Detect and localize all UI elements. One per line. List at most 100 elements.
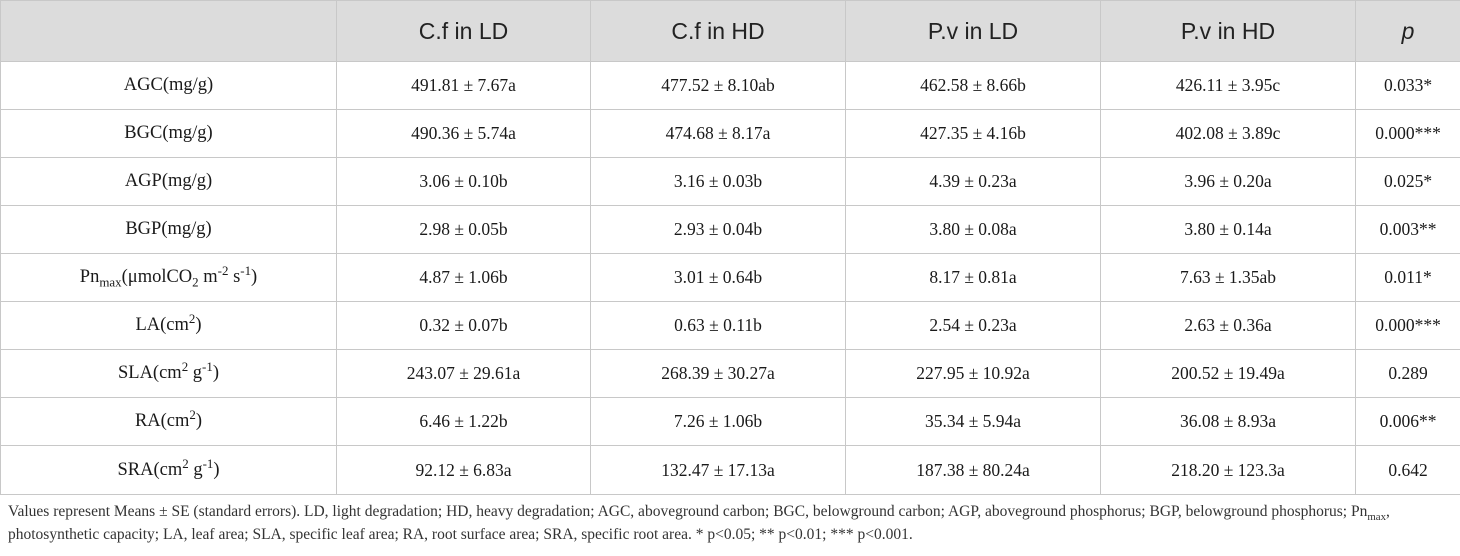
cell-pv-ld: 187.38 ± 80.24a (845, 445, 1101, 495)
header-cf-hd: C.f in HD (590, 0, 846, 62)
row-label-sup2: -1 (202, 455, 214, 471)
cell-cf-hd: 2.93 ± 0.04b (590, 205, 846, 254)
row-label-base: RA(cm (134, 411, 190, 431)
cell-pv-ld: 427.35 ± 4.16b (845, 109, 1101, 158)
cell-cf-ld: 3.06 ± 0.10b (336, 157, 591, 206)
row-label-sup1: 2 (188, 310, 196, 326)
row-label-sup2: -1 (240, 262, 252, 278)
cell-pv-hd: 426.11 ± 3.95c (1100, 61, 1356, 110)
row-label: AGP(mg/g) (0, 157, 337, 206)
cell-cf-hd: 0.63 ± 0.11b (590, 301, 846, 350)
row-label-end: ) (195, 411, 203, 431)
row-label-sub: max (99, 274, 122, 290)
cell-cf-ld: 0.32 ± 0.07b (336, 301, 591, 350)
cell-p-value: 0.000*** (1355, 109, 1460, 158)
row-label-sup2: -1 (202, 358, 213, 374)
cell-p-value: 0.000*** (1355, 301, 1460, 350)
row-label-mid2: g (188, 363, 203, 383)
row-label: BGP(mg/g) (0, 205, 337, 254)
header-p: p (1355, 0, 1460, 62)
row-label-mid1b: m (198, 267, 218, 287)
header-cf-ld: C.f in LD (336, 0, 591, 62)
footnote-text-1: Values represent Means ± SE (standard er… (8, 503, 1368, 520)
cell-pv-hd: 218.20 ± 123.3a (1100, 445, 1356, 495)
row-label-mid: (μmolCO (121, 267, 193, 287)
cell-p-value: 0.011* (1355, 253, 1460, 302)
cell-cf-ld: 92.12 ± 6.83a (336, 445, 591, 495)
row-label-sup1: 2 (182, 455, 189, 471)
row-label-end: ) (251, 267, 258, 287)
footnote-sub: max (1367, 511, 1387, 524)
row-label-sup1: -2 (217, 262, 229, 278)
row-label: LA(cm2) (0, 301, 337, 350)
cell-pv-hd: 7.63 ± 1.35ab (1100, 253, 1356, 302)
header-pv-ld: P.v in LD (845, 0, 1101, 62)
row-label-base: SRA(cm (117, 459, 183, 480)
cell-pv-hd: 3.80 ± 0.14a (1100, 205, 1356, 254)
cell-cf-hd: 474.68 ± 8.17a (590, 109, 846, 158)
cell-pv-ld: 8.17 ± 0.81a (845, 253, 1101, 302)
table-row: AGC(mg/g) 491.81 ± 7.67a 477.52 ± 8.10ab 46… (0, 61, 1460, 110)
cell-pv-ld: 35.34 ± 5.94a (845, 397, 1101, 446)
cell-p-value: 0.642 (1355, 445, 1460, 495)
row-label: Pnmax(μmolCO2 m-2 s-1) (0, 253, 337, 302)
cell-cf-hd: 268.39 ± 30.27a (590, 349, 846, 398)
row-label-base: BGC(mg/g) (124, 123, 213, 143)
row-label-base: LA(cm (135, 315, 189, 335)
cell-pv-hd: 200.52 ± 19.49a (1100, 349, 1356, 398)
row-label-sup1: 2 (181, 358, 189, 374)
table-row: BGP(mg/g) 2.98 ± 0.05b 2.93 ± 0.04b 3.80 ± … (0, 205, 1460, 254)
table-row: AGP(mg/g) 3.06 ± 0.10b 3.16 ± 0.03b 4.39 ± … (0, 157, 1460, 206)
cell-cf-ld: 4.87 ± 1.06b (336, 253, 591, 302)
cell-p-value: 0.006** (1355, 397, 1460, 446)
cell-pv-ld: 2.54 ± 0.23a (845, 301, 1101, 350)
cell-p-value: 0.033* (1355, 61, 1460, 110)
cell-pv-hd: 36.08 ± 8.93a (1100, 397, 1356, 446)
cell-cf-ld: 491.81 ± 7.67a (336, 61, 591, 110)
table-row: BGC(mg/g) 490.36 ± 5.74a 474.68 ± 8.17a 427… (0, 109, 1460, 158)
cell-p-value: 0.289 (1355, 349, 1460, 398)
table-row: LA(cm2) 0.32 ± 0.07b 0.63 ± 0.11b 2.54 ± 0.… (0, 301, 1460, 350)
table-row: SRA(cm2 g-1) 92.12 ± 6.83a 132.47 ± 17.13a… (0, 445, 1460, 495)
table-row: Pnmax(μmolCO2 m-2 s-1) 4.87 ± 1.06b 3.01 ±… (0, 253, 1460, 302)
cell-pv-ld: 227.95 ± 10.92a (845, 349, 1101, 398)
footnote-text-2: , photosynthetic capacity; LA, leaf area… (8, 503, 1390, 543)
header-row: C.f in LD C.f in HD P.v in LD P.v in HD … (0, 0, 1460, 62)
row-label-mid2: s (228, 267, 241, 287)
results-table: C.f in LD C.f in HD P.v in LD P.v in HD … (0, 0, 1460, 495)
cell-cf-hd: 477.52 ± 8.10ab (590, 61, 846, 110)
row-label-base: AGC(mg/g) (123, 75, 214, 95)
cell-pv-hd: 2.63 ± 0.36a (1100, 301, 1356, 350)
cell-pv-ld: 3.80 ± 0.08a (845, 205, 1101, 254)
row-label-end: ) (212, 363, 219, 383)
row-label: SLA(cm2 g-1) (0, 349, 337, 398)
cell-pv-hd: 402.08 ± 3.89c (1100, 109, 1356, 158)
row-label-base: SLA(cm (117, 363, 182, 383)
table-row: RA(cm2) 6.46 ± 1.22b 7.26 ± 1.06b 35.34 ± 5… (0, 397, 1460, 446)
row-label-sub2: 2 (192, 274, 199, 290)
row-label: RA(cm2) (0, 397, 337, 446)
cell-cf-hd: 7.26 ± 1.06b (590, 397, 846, 446)
row-label: SRA(cm2 g-1) (0, 445, 337, 495)
cell-pv-hd: 3.96 ± 0.20a (1100, 157, 1356, 206)
cell-cf-ld: 490.36 ± 5.74a (336, 109, 591, 158)
row-label: AGC(mg/g) (0, 61, 337, 110)
row-label-base: BGP(mg/g) (125, 219, 212, 239)
cell-p-value: 0.003** (1355, 205, 1460, 254)
row-label-end: ) (195, 315, 202, 335)
cell-cf-ld: 2.98 ± 0.05b (336, 205, 591, 254)
cell-cf-hd: 132.47 ± 17.13a (590, 445, 846, 495)
row-label: BGC(mg/g) (0, 109, 337, 158)
cell-cf-hd: 3.16 ± 0.03b (590, 157, 846, 206)
cell-p-value: 0.025* (1355, 157, 1460, 206)
cell-pv-ld: 462.58 ± 8.66b (845, 61, 1101, 110)
row-label-base: Pn (79, 267, 100, 287)
cell-cf-ld: 243.07 ± 29.61a (336, 349, 591, 398)
cell-cf-hd: 3.01 ± 0.64b (590, 253, 846, 302)
row-label-mid2: g (188, 459, 203, 480)
cell-pv-ld: 4.39 ± 0.23a (845, 157, 1101, 206)
row-label-end: ) (213, 459, 220, 480)
row-label-sup1: 2 (189, 406, 196, 422)
header-pv-hd: P.v in HD (1100, 0, 1356, 62)
header-empty (0, 0, 337, 62)
